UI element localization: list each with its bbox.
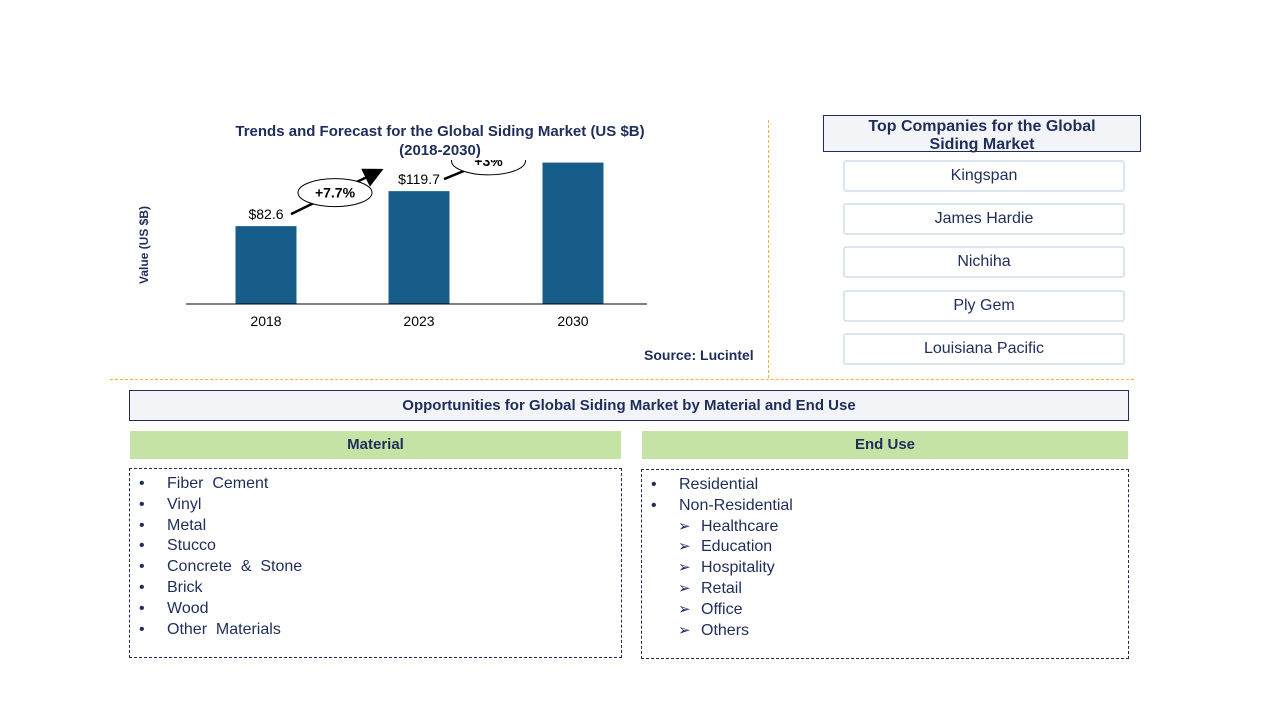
- list-item: ➢ Education: [642, 537, 1128, 558]
- end-use-item-label: Residential: [679, 476, 759, 493]
- end-use-sub-item-label: Hospitality: [701, 559, 775, 577]
- end-use-header: End Use: [642, 431, 1128, 459]
- x-tick-label-2018: 2018: [250, 313, 281, 329]
- company-item-louisiana-pacific: Louisiana Pacific: [843, 333, 1125, 365]
- list-item: • Wood: [130, 599, 621, 620]
- company-item-james-hardie: James Hardie: [843, 203, 1125, 235]
- vertical-divider: [768, 120, 769, 378]
- arrow-bullet-icon: ➢: [678, 517, 691, 535]
- horizontal-divider: [110, 379, 1134, 380]
- companies-header-line2: Siding Market: [929, 136, 1035, 153]
- bullet-icon: •: [139, 537, 145, 555]
- growth-badge-2: [451, 160, 526, 176]
- arrow-bullet-icon: ➢: [678, 559, 691, 577]
- companies-header: Top Companies for the Global Siding Mark…: [823, 115, 1141, 153]
- source-label: Source: Lucintel: [644, 347, 754, 363]
- material-item-label: Brick: [167, 578, 203, 596]
- list-item: • Other Materials: [130, 620, 621, 641]
- bullet-icon: •: [139, 475, 145, 492]
- end-use-sub-item-label: Retail: [701, 579, 742, 597]
- end-use-list: • Residential • Non-Residential ➢ Healthcar…: [641, 469, 1129, 659]
- bar-2018: [235, 226, 297, 304]
- list-item: ➢ Hospitality: [642, 558, 1128, 579]
- list-item: • Concrete & Stone: [130, 557, 621, 578]
- growth-label-1: +7.7%: [315, 185, 356, 201]
- arrow-bullet-icon: ➢: [678, 538, 691, 556]
- list-item: ➢ Retail: [642, 579, 1128, 600]
- bullet-icon: •: [651, 496, 657, 514]
- list-item: ➢ Office: [642, 600, 1128, 621]
- bullet-icon: •: [139, 495, 145, 513]
- data-label-2023: $119.7: [398, 171, 440, 187]
- x-tick-label-2023: 2023: [403, 313, 434, 329]
- end-use-sub-item-label: Education: [701, 538, 773, 556]
- bullet-icon: •: [139, 620, 145, 638]
- arrow-bullet-icon: ➢: [678, 621, 691, 639]
- material-item-label: Concrete & Stone: [167, 558, 303, 576]
- bar-chart: Value (US $B) $82.62018$119.72023$150203…: [137, 160, 647, 329]
- data-label-2018: $82.6: [248, 206, 283, 222]
- chart-title: Trends and Forecast for the Global Sidin…: [170, 122, 710, 160]
- chart-title-line: Trends and Forecast for the Global Sidin…: [235, 123, 645, 140]
- bullet-icon: •: [139, 558, 145, 576]
- material-item-label: Wood: [167, 599, 209, 617]
- company-item-kingspan: Kingspan: [843, 160, 1125, 192]
- list-item: • Stucco: [130, 536, 621, 557]
- list-item: • Brick: [130, 578, 621, 599]
- end-use-sub-item-label: Office: [701, 600, 743, 618]
- list-item: ➢ Healthcare: [642, 517, 1128, 538]
- opportunities-header: Opportunities for Global Siding Market b…: [129, 390, 1129, 421]
- growth-label-2: +3%: [474, 160, 503, 169]
- x-tick-label-2030: 2030: [557, 313, 588, 329]
- bullet-icon: •: [139, 516, 145, 534]
- list-item: • Residential: [642, 475, 1128, 496]
- y-axis-label: Value (US $B): [137, 206, 151, 284]
- bullet-icon: •: [651, 476, 657, 493]
- list-item: • Non-Residential: [642, 496, 1128, 517]
- material-item-label: Vinyl: [167, 495, 202, 513]
- material-header: Material: [130, 431, 621, 459]
- bullet-icon: •: [139, 599, 145, 617]
- company-item-ply-gem: Ply Gem: [843, 290, 1125, 322]
- arrow-bullet-icon: ➢: [678, 600, 691, 618]
- material-item-label: Other Materials: [167, 620, 281, 638]
- material-item-label: Fiber Cement: [167, 475, 269, 492]
- list-item: ➢ Others: [642, 621, 1128, 642]
- companies-header-line1: Top Companies for the Global: [868, 118, 1096, 135]
- material-list: • Fiber Cement • Vinyl • Metal • Stucco • Con…: [129, 468, 622, 658]
- growth-badge-1: [297, 178, 373, 208]
- arrow-bullet-icon: ➢: [678, 579, 691, 597]
- bar-2023: [388, 191, 450, 304]
- bar-2030: [542, 162, 604, 304]
- list-item: • Metal: [130, 516, 621, 537]
- end-use-sub-item-label: Healthcare: [701, 517, 779, 535]
- material-item-label: Metal: [167, 516, 207, 534]
- bullet-icon: •: [139, 578, 145, 596]
- end-use-item-label: Non-Residential: [679, 496, 793, 514]
- list-item: • Vinyl: [130, 495, 621, 516]
- material-item-label: Stucco: [167, 537, 216, 555]
- list-item: • Fiber Cement: [130, 474, 621, 495]
- chart-subtitle: (2018-2030): [399, 142, 481, 159]
- company-item-nichiha: Nichiha: [843, 246, 1125, 278]
- end-use-sub-item-label: Others: [701, 621, 750, 639]
